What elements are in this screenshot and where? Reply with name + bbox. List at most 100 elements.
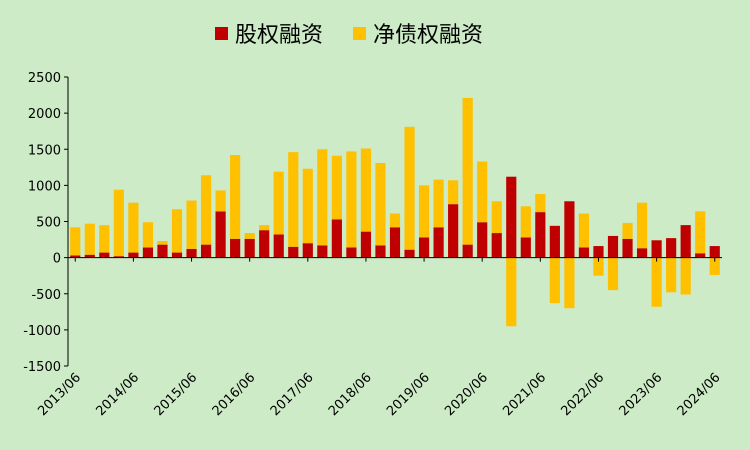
bar xyxy=(418,185,430,238)
x-tick-label: 2022/06 xyxy=(558,370,607,419)
bar xyxy=(666,238,677,258)
bar xyxy=(259,225,270,231)
bar xyxy=(636,248,648,258)
bar xyxy=(157,244,168,258)
y-tick-label: 500 xyxy=(36,216,61,231)
bar xyxy=(433,179,444,228)
y-tick-label: -500 xyxy=(31,288,61,303)
bar xyxy=(462,97,473,245)
bar xyxy=(578,213,590,248)
bar xyxy=(375,245,386,258)
bar xyxy=(520,237,531,258)
bar xyxy=(273,171,284,235)
bar xyxy=(680,257,691,295)
bar xyxy=(259,230,270,258)
bar xyxy=(564,201,575,258)
bar xyxy=(70,227,81,256)
x-tick-label: 2020/06 xyxy=(442,370,491,419)
bar xyxy=(535,194,546,213)
bar xyxy=(215,211,226,258)
bar xyxy=(360,148,372,232)
bar xyxy=(186,248,197,258)
bar xyxy=(433,227,444,258)
bar xyxy=(636,202,648,249)
x-tick-label: 2024/06 xyxy=(675,370,724,419)
bar xyxy=(535,212,546,258)
bar xyxy=(331,219,342,258)
bar xyxy=(171,252,183,258)
bar xyxy=(99,225,110,253)
x-tick-label: 2019/06 xyxy=(384,370,433,419)
bar xyxy=(302,168,313,244)
x-tick-label: 2017/06 xyxy=(268,370,317,419)
bar xyxy=(680,225,691,258)
bar xyxy=(491,201,502,234)
bar xyxy=(549,257,560,304)
bar xyxy=(709,257,720,275)
bar xyxy=(142,222,154,248)
bar xyxy=(607,235,619,258)
bar xyxy=(477,222,488,258)
bar xyxy=(244,233,255,239)
y-tick-label: 2000 xyxy=(28,107,61,122)
bar xyxy=(288,152,299,247)
bar xyxy=(317,245,328,258)
legend-label: 股权融资 xyxy=(235,23,323,48)
y-tick-label: 1500 xyxy=(28,143,61,158)
bar xyxy=(288,246,299,258)
bar xyxy=(520,206,531,238)
bar xyxy=(607,257,619,291)
x-tick-label: 2018/06 xyxy=(326,370,375,419)
bar xyxy=(389,227,401,258)
bar xyxy=(593,246,604,258)
bar xyxy=(142,247,154,258)
bar xyxy=(273,234,284,258)
bar xyxy=(448,204,459,258)
bar xyxy=(593,257,604,276)
bar xyxy=(99,252,110,258)
bar xyxy=(666,257,677,293)
bar xyxy=(157,241,168,245)
bar xyxy=(113,189,124,257)
bar xyxy=(389,213,401,228)
bar xyxy=(84,254,95,258)
bar xyxy=(651,240,662,258)
bar xyxy=(448,180,459,205)
bar xyxy=(709,246,720,258)
bar xyxy=(578,247,590,258)
bar xyxy=(462,244,473,258)
bar xyxy=(186,200,197,249)
x-tick-label: 2013/06 xyxy=(35,370,84,419)
x-tick-label: 2014/06 xyxy=(93,370,142,419)
bar xyxy=(622,238,633,258)
bar xyxy=(230,238,241,258)
bar xyxy=(404,126,415,250)
bar xyxy=(200,175,212,245)
bar xyxy=(360,231,372,258)
bar xyxy=(70,255,81,258)
bar xyxy=(622,222,633,239)
bar xyxy=(477,161,488,223)
bar xyxy=(346,151,357,248)
bar xyxy=(302,243,313,258)
bar xyxy=(128,202,139,253)
bar xyxy=(418,237,430,258)
legend-swatch xyxy=(353,27,367,40)
bar xyxy=(404,249,415,258)
bar xyxy=(171,209,183,253)
bar xyxy=(695,211,706,254)
x-tick-label: 2023/06 xyxy=(617,370,666,419)
y-tick-label: 0 xyxy=(53,252,61,267)
bar xyxy=(564,257,575,309)
bar xyxy=(84,223,95,255)
bar xyxy=(506,176,517,258)
bar xyxy=(128,252,139,258)
bar xyxy=(215,190,226,212)
x-tick-label: 2016/06 xyxy=(210,370,259,419)
y-tick-label: 2500 xyxy=(28,71,61,86)
bar xyxy=(200,244,212,258)
bar xyxy=(506,257,517,327)
bar xyxy=(113,256,124,258)
x-tick-label: 2015/06 xyxy=(152,370,201,419)
